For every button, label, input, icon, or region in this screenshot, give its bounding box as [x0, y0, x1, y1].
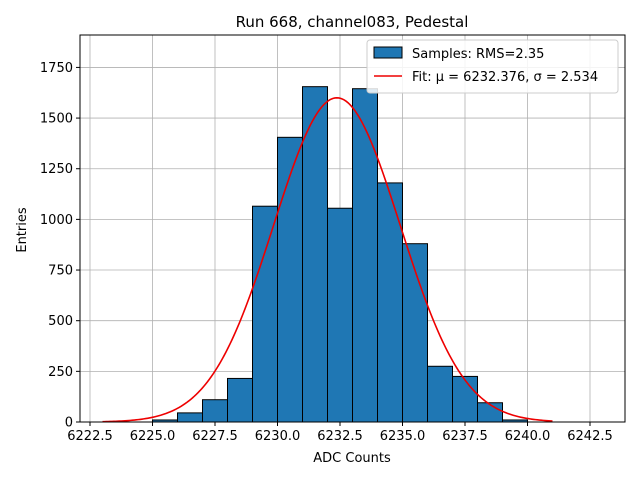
legend-label-samples: Samples: RMS=2.35: [412, 47, 544, 62]
histogram-bar: [277, 136, 303, 423]
x-tick-label: 6237.5: [442, 429, 488, 444]
y-tick-label: 1500: [40, 112, 73, 127]
x-tick-label: 6230.0: [255, 429, 301, 444]
legend-bar-swatch: [373, 46, 403, 59]
histogram-bar: [427, 365, 453, 423]
legend-box: [366, 39, 619, 94]
histogram-bars: [152, 86, 528, 423]
y-axis-ticks: 0 250 500 750 1000 1250 1500 1750: [40, 61, 80, 431]
histogram-bar: [177, 412, 203, 423]
histogram-bar: [227, 377, 253, 423]
legend-label-fit: Fit: μ = 6232.376, σ = 2.534: [412, 70, 598, 85]
histogram-bar: [377, 182, 403, 423]
x-tick-label: 6222.5: [67, 429, 113, 444]
y-tick-label: 500: [48, 314, 73, 329]
x-tick-label: 6232.5: [317, 429, 363, 444]
histogram-bar: [352, 88, 378, 423]
histogram-bar: [327, 207, 353, 423]
histogram-bar: [302, 86, 328, 423]
histogram-bar: [452, 375, 478, 423]
legend: Samples: RMS=2.35 Fit: μ = 6232.376, σ =…: [366, 39, 619, 94]
x-tick-label: 6225.0: [130, 429, 176, 444]
x-tick-label: 6235.0: [380, 429, 426, 444]
x-tick-label: 6240.0: [505, 429, 551, 444]
y-tick-label: 1000: [40, 213, 73, 228]
x-tick-label: 6227.5: [192, 429, 238, 444]
y-tick-label: 250: [48, 365, 73, 380]
y-tick-label: 1750: [40, 61, 73, 76]
x-tick-label: 6242.5: [567, 429, 613, 444]
fit-curve: [102, 97, 553, 423]
x-axis-label: ADC Counts: [313, 451, 391, 466]
plot-frame: [79, 34, 626, 423]
histogram-bar: [477, 402, 503, 423]
histogram-bar: [252, 205, 278, 423]
x-axis-ticks: 6222.5 6225.0 6227.5 6230.0 6232.5 6235.0 6237…: [67, 422, 613, 444]
y-axis-label: Entries: [15, 207, 30, 253]
chart-title: Run 668, channel083, Pedestal: [236, 13, 469, 31]
y-tick-label: 0: [65, 416, 73, 431]
y-tick-label: 1250: [40, 162, 73, 177]
histogram-bar: [202, 399, 228, 423]
y-tick-label: 750: [48, 264, 73, 279]
histogram-bar: [402, 243, 428, 423]
